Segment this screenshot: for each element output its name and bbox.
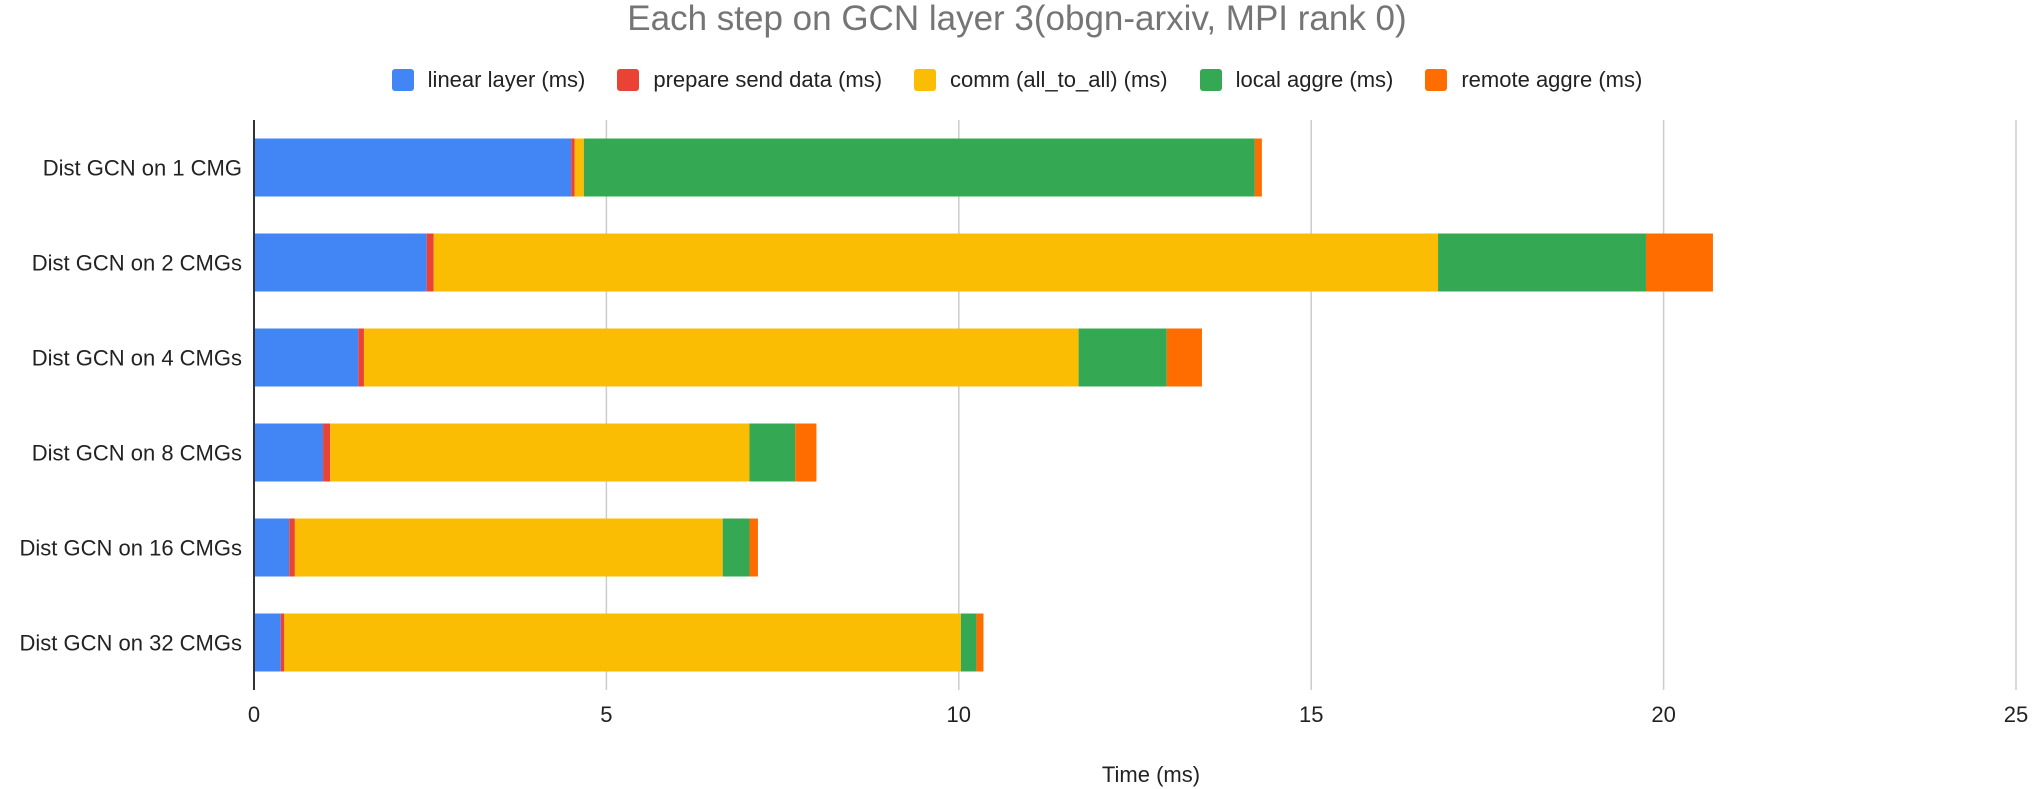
- bar-segment: [294, 518, 723, 577]
- bar-segment: [433, 233, 1439, 292]
- x-tick-label: 0: [248, 702, 260, 727]
- bar-segment: [323, 423, 331, 482]
- bar-segment: [749, 423, 796, 482]
- category-label: Dist GCN on 1 CMG: [43, 156, 242, 181]
- legend-swatch: [1199, 69, 1222, 91]
- legend-swatch: [1425, 69, 1448, 91]
- bar-segment: [280, 613, 285, 672]
- bar-segment: [426, 233, 434, 292]
- bar-segment: [254, 138, 572, 197]
- legend-item[interactable]: local aggre (ms): [1199, 67, 1394, 93]
- bar-segment: [254, 233, 427, 292]
- x-axis-title: Time (ms): [1102, 762, 1200, 787]
- bar-segment: [284, 613, 961, 672]
- category-label: Dist GCN on 16 CMGs: [20, 536, 243, 561]
- bar-segment: [358, 328, 364, 387]
- x-tick-label: 15: [1299, 702, 1323, 727]
- legend-item[interactable]: prepare send data (ms): [617, 67, 882, 93]
- bar-segment: [254, 328, 359, 387]
- category-label: Dist GCN on 32 CMGs: [20, 631, 243, 656]
- bar-segment: [254, 613, 281, 672]
- legend-item[interactable]: linear layer (ms): [391, 67, 586, 93]
- legend-label: remote aggre (ms): [1461, 67, 1643, 92]
- legend-swatch: [914, 69, 937, 91]
- bar-segment: [583, 138, 1255, 197]
- legend-label: comm (all_to_all) (ms): [950, 67, 1168, 92]
- x-tick-label: 25: [2004, 702, 2028, 727]
- bar-segment: [722, 518, 750, 577]
- bar-segment: [571, 138, 575, 197]
- bar-segment: [1645, 233, 1713, 292]
- legend-label: local aggre (ms): [1235, 67, 1394, 92]
- bar-segment: [330, 423, 750, 482]
- x-tick-label: 10: [947, 702, 971, 727]
- bar-segment: [1078, 328, 1167, 387]
- bar-segment: [1438, 233, 1646, 292]
- category-label: Dist GCN on 2 CMGs: [32, 251, 242, 276]
- chart-title: Each step on GCN layer 3(obgn-arxiv, MPI…: [627, 0, 1407, 38]
- bar-segment: [254, 518, 290, 577]
- bar-segment: [254, 423, 324, 482]
- bar-segment: [749, 518, 758, 577]
- legend-label: prepare send data (ms): [653, 67, 883, 92]
- x-tick-label: 20: [1651, 702, 1675, 727]
- legend-swatch: [391, 69, 414, 91]
- bar-segment: [289, 518, 295, 577]
- bar-segment: [363, 328, 1079, 387]
- category-label: Dist GCN on 8 CMGs: [32, 441, 242, 466]
- bar-segment: [1254, 138, 1262, 197]
- legend-item[interactable]: comm (all_to_all) (ms): [914, 67, 1168, 93]
- x-tick-label: 5: [600, 702, 612, 727]
- bar-segment: [976, 613, 984, 672]
- bar-segment: [1166, 328, 1202, 387]
- legend-label: linear layer (ms): [427, 67, 586, 92]
- bar-segment: [960, 613, 977, 672]
- category-label: Dist GCN on 4 CMGs: [32, 346, 242, 371]
- legend-item[interactable]: remote aggre (ms): [1425, 67, 1642, 93]
- legend: linear layer (ms) prepare send data (ms) c…: [0, 62, 2034, 98]
- bar-segment: [795, 423, 817, 482]
- bar-segment: [574, 138, 584, 197]
- legend-swatch: [617, 69, 640, 91]
